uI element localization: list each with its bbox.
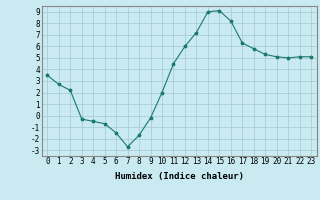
X-axis label: Humidex (Indice chaleur): Humidex (Indice chaleur) — [115, 172, 244, 181]
